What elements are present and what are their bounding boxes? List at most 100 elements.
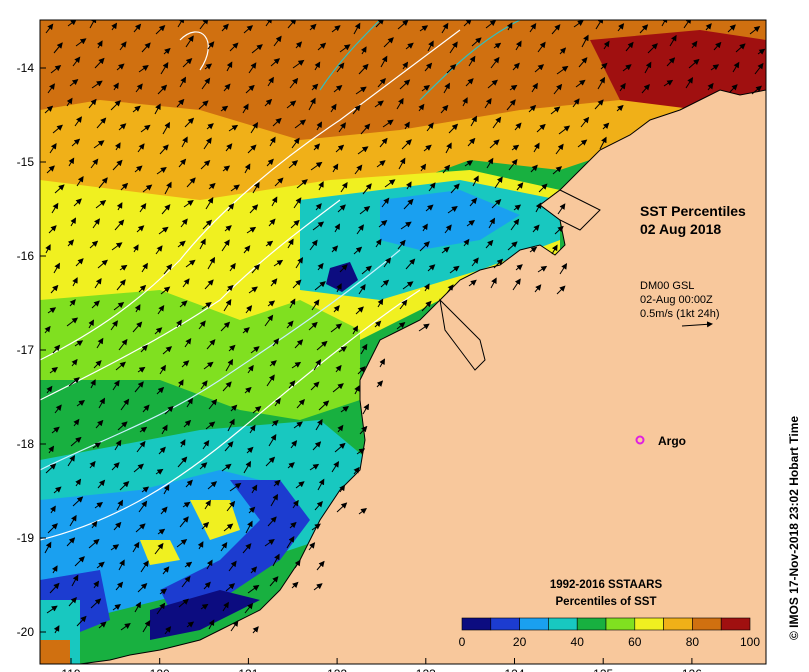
current-vector — [294, 559, 301, 569]
current-vector — [274, 177, 284, 187]
current-vector — [641, 83, 650, 94]
current-vector — [75, 258, 84, 267]
current-vector — [465, 78, 474, 87]
current-vector — [226, 500, 236, 512]
current-vector — [310, 381, 320, 391]
current-vector — [444, 224, 452, 234]
current-vector — [749, 25, 761, 35]
current-vector — [559, 263, 568, 275]
current-vector — [247, 144, 257, 154]
plot-frame — [39, 19, 767, 665]
current-vector — [68, 377, 80, 387]
current-vector — [91, 80, 103, 89]
current-vector — [397, 239, 406, 250]
current-vector — [98, 621, 107, 629]
current-vector — [274, 397, 281, 407]
current-vector — [50, 284, 59, 294]
current-vector — [291, 361, 302, 369]
current-vector — [379, 358, 385, 368]
current-vector — [333, 305, 340, 313]
current-vector — [550, 106, 561, 115]
current-vector — [492, 116, 502, 129]
current-vector — [405, 181, 412, 190]
current-vector — [120, 398, 130, 411]
current-vector — [402, 61, 409, 70]
current-vector — [266, 158, 274, 167]
current-vector — [138, 500, 148, 513]
current-vector — [553, 83, 563, 95]
current-vector — [462, 97, 468, 107]
current-vector — [223, 83, 231, 92]
current-vector — [221, 463, 232, 472]
current-vector — [291, 137, 300, 149]
current-vector — [296, 179, 308, 189]
lon-tick-label: 123 — [416, 667, 436, 672]
current-vector — [98, 397, 106, 409]
current-vector — [362, 403, 370, 415]
current-vector — [396, 97, 404, 110]
current-vector — [206, 123, 214, 130]
current-vector — [246, 226, 257, 234]
current-vector — [552, 166, 563, 175]
current-vector — [132, 244, 139, 253]
current-vector — [441, 22, 449, 34]
current-vector — [76, 615, 87, 627]
current-vector — [93, 140, 105, 149]
current-vector — [221, 23, 229, 32]
current-vector — [472, 175, 479, 187]
current-vector — [163, 263, 173, 275]
current-vector — [311, 83, 319, 91]
current-vector — [537, 41, 546, 53]
current-vector — [380, 279, 390, 288]
current-vector — [248, 286, 258, 294]
current-vector — [159, 588, 168, 595]
current-vector — [491, 199, 502, 209]
current-vector — [76, 400, 85, 407]
current-vector — [528, 104, 537, 113]
current-vector — [98, 177, 108, 189]
current-vector — [445, 142, 452, 154]
current-vector — [314, 500, 323, 511]
current-vector — [422, 223, 428, 232]
current-vector-field — [44, 20, 766, 635]
current-vector — [381, 197, 390, 208]
current-vector — [705, 23, 712, 31]
current-vector — [160, 506, 168, 515]
current-vector — [220, 321, 231, 332]
current-vector — [625, 41, 634, 52]
current-vector — [162, 121, 170, 135]
current-vector — [313, 583, 323, 591]
current-vector — [163, 484, 170, 495]
current-vector — [581, 34, 589, 48]
current-vector — [74, 556, 85, 567]
current-vector — [185, 35, 194, 48]
current-vector — [352, 325, 358, 335]
current-vector — [186, 177, 196, 188]
current-vector — [180, 218, 188, 228]
current-vector — [51, 426, 60, 434]
current-vector — [228, 124, 239, 132]
current-vector — [337, 204, 346, 213]
current-vector — [330, 103, 337, 113]
current-legend: DM00 GSL 02-Aug 00:00Z 0.5m/s (1kt 24h) — [640, 280, 719, 328]
current-vector — [252, 405, 262, 414]
current-vector — [353, 22, 361, 35]
colorbar-label: 20 — [513, 635, 527, 649]
current-vector — [488, 217, 496, 229]
current-vector — [295, 257, 304, 269]
current-vector — [727, 24, 736, 33]
current-vector — [554, 225, 564, 235]
current-vector — [470, 115, 478, 127]
current-vector — [533, 142, 540, 153]
current-vector — [292, 59, 305, 69]
current-vector — [184, 117, 195, 128]
current-vector — [617, 23, 625, 32]
current-vector — [463, 238, 470, 247]
current-vector — [49, 582, 60, 594]
current-vector — [317, 478, 325, 491]
current-vector — [270, 58, 281, 67]
current-vector — [440, 104, 449, 114]
current-vector — [73, 198, 82, 207]
current-vector — [162, 566, 170, 575]
current-vector — [556, 285, 566, 295]
